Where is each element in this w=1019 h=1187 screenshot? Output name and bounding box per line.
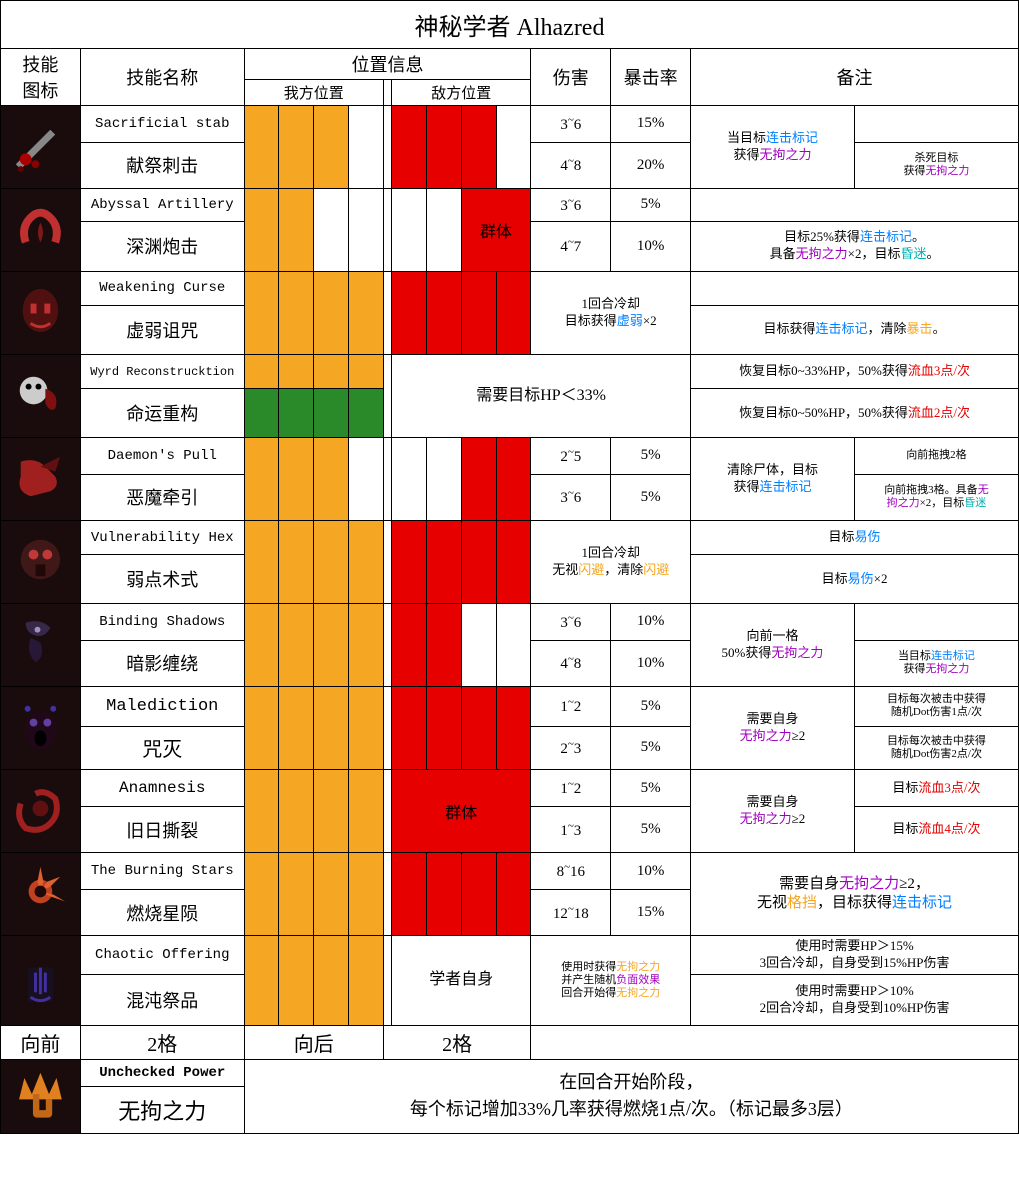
skill-name-en: Sacrificial stab: [80, 106, 244, 143]
skill-icon: [1, 355, 81, 438]
header-ally-pos: 我方位置: [244, 80, 383, 106]
move-forward-label: 向前: [1, 1025, 81, 1059]
passive-icon: [1, 1059, 81, 1133]
center-note: 需要目标HP＜33%: [392, 355, 691, 438]
passive-name-en: Unchecked Power: [80, 1059, 244, 1086]
skill-note-extra: 杀死目标获得无拘之力: [854, 142, 1018, 188]
skill-icon: [1, 438, 81, 521]
move-forward-value: 2格: [80, 1025, 244, 1059]
skill-icon: [1, 770, 81, 853]
skill-icon: [1, 272, 81, 355]
skill-name-cn: 献祭刺击: [80, 142, 244, 188]
skill-icon: [1, 604, 81, 687]
header-crit: 暴击率: [611, 49, 691, 106]
passive-name-cn: 无拘之力: [80, 1086, 244, 1133]
group-tag: 群体: [461, 189, 531, 272]
skill-icon: [1, 106, 81, 189]
header-position: 位置信息: [244, 49, 531, 80]
skill-icon: [1, 853, 81, 936]
crit-value: 15%: [611, 106, 691, 143]
skill-icon: [1, 687, 81, 770]
header-name: 技能名称: [80, 49, 244, 106]
page-title: 神秘学者 Alhazred: [1, 1, 1019, 49]
center-note: 1回合冷却目标获得虚弱×2: [531, 272, 691, 355]
header-notes: 备注: [691, 49, 1019, 106]
skill-icon: [1, 936, 81, 1026]
header-enemy-pos: 敌方位置: [392, 80, 531, 106]
move-backward-label: 向后: [244, 1025, 383, 1059]
skill-icon: [1, 189, 81, 272]
skill-note-shared: 当目标连击标记获得无拘之力: [691, 106, 855, 189]
skill-table: 神秘学者 Alhazred 技能 图标 技能名称 位置信息 伤害 暴击率 备注 …: [0, 0, 1019, 1134]
skill-icon: [1, 521, 81, 604]
damage-value: 3~6: [531, 106, 611, 143]
passive-description: 在回合开始阶段，每个标记增加33%几率获得燃烧1点/次。（标记最多3层）: [244, 1059, 1018, 1133]
header-damage: 伤害: [531, 49, 611, 106]
move-backward-value: 2格: [383, 1025, 530, 1059]
header-icon: 技能 图标: [1, 49, 81, 106]
